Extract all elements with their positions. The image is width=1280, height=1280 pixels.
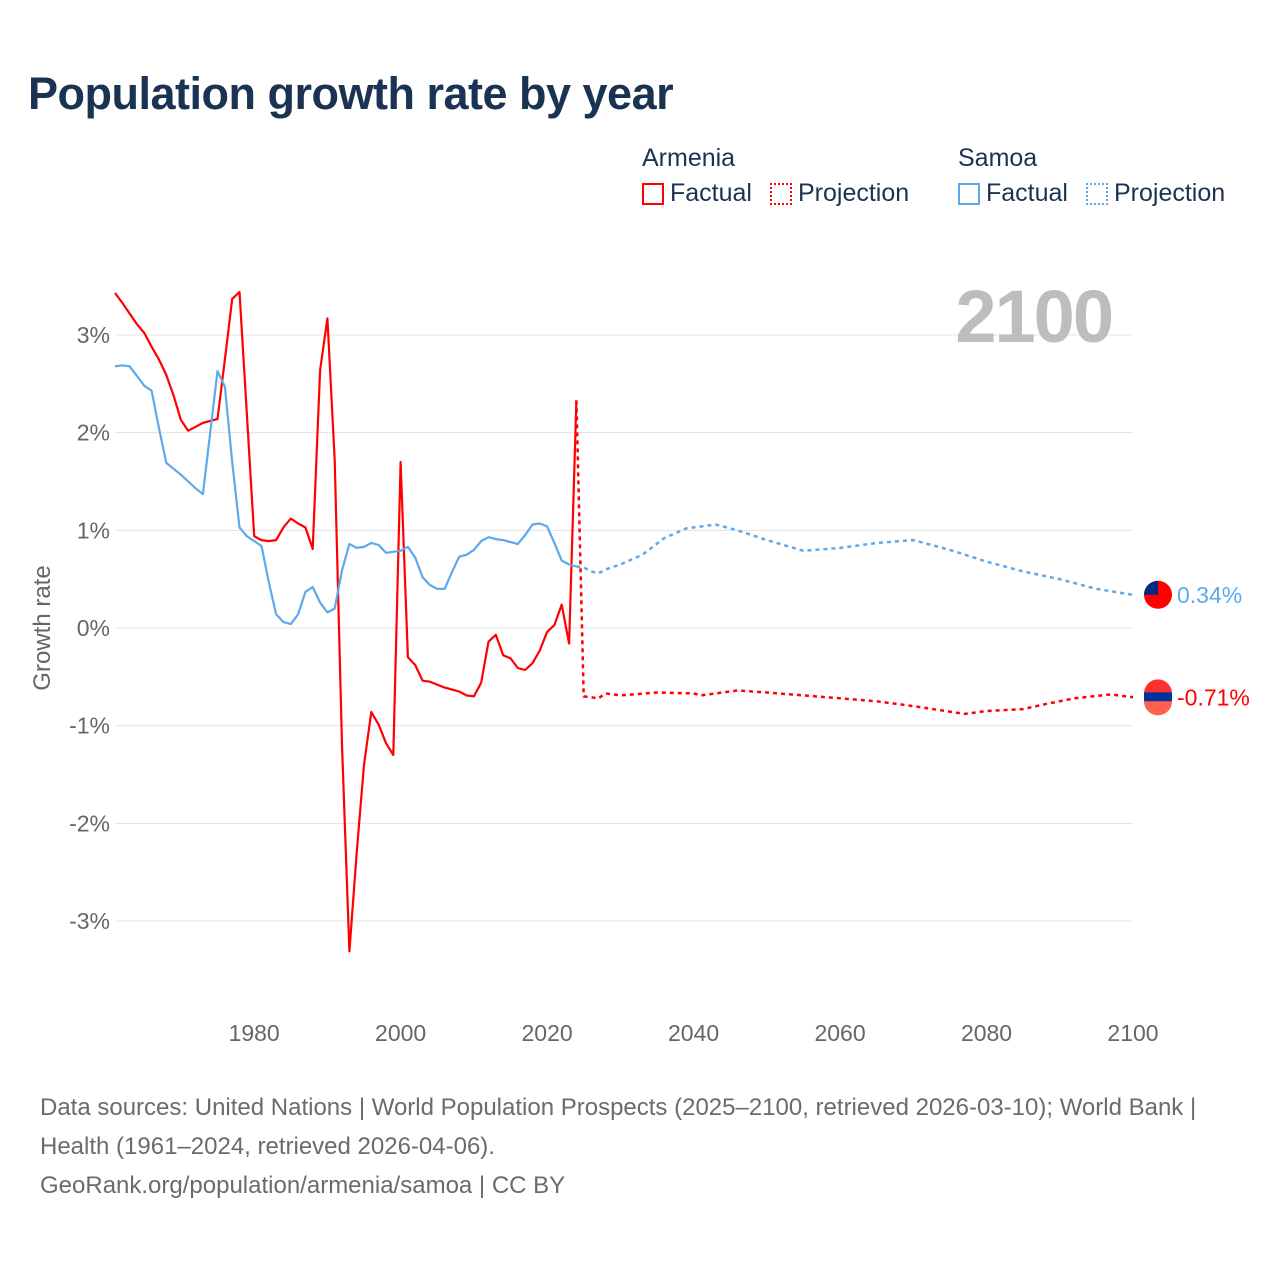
dotted-swatch-icon	[769, 182, 792, 205]
legend-label: Factual	[986, 179, 1068, 207]
y-axis-ticks: 3% 2% 1% 0% -1% -2% -3%	[69, 322, 110, 934]
armenia-flag-orange	[1144, 701, 1172, 716]
x-tick-label: 2020	[522, 1020, 573, 1046]
x-tick-label: 2060	[814, 1020, 865, 1046]
line-chart: 3% 2% 1% 0% -1% -2% -3% 1980 2000 2020 2040 2060 20…	[29, 275, 1250, 1046]
data-sources: Data sources: United Nations | World Pop…	[40, 1094, 1197, 1160]
x-tick-label: 2040	[668, 1020, 719, 1046]
x-tick-label: 2100	[1107, 1020, 1158, 1046]
y-tick-label: 2%	[77, 420, 110, 446]
dotted-swatch-icon	[1085, 182, 1108, 205]
current-year-label: 2100	[955, 275, 1112, 358]
armenia-end-marker: -0.71%	[1144, 679, 1250, 716]
legend-armenia-factual[interactable]: Factual	[642, 179, 752, 208]
samoa-factual-line	[114, 364, 577, 626]
armenia-factual-line	[114, 290, 578, 953]
y-tick-label: 3%	[77, 322, 110, 348]
legend-samoa-projection[interactable]: Projection	[1085, 179, 1226, 208]
legend-armenia-projection[interactable]: Projection	[769, 179, 910, 208]
armenia-flag-blue	[1144, 692, 1172, 702]
y-tick-label: -1%	[69, 713, 110, 739]
y-axis-label: Growth rate	[29, 565, 56, 690]
legend-samoa-title: Samoa	[958, 144, 1038, 172]
samoa-end-marker: 0.34%	[1144, 580, 1242, 609]
legend-samoa-factual[interactable]: Factual	[958, 179, 1068, 208]
legend-label: Factual	[670, 179, 752, 207]
x-tick-label: 2080	[961, 1020, 1012, 1046]
end-labels: -0.71% 0.34%	[1144, 580, 1250, 716]
legend-samoa: Samoa Factual Projection	[958, 144, 1225, 208]
samoa-end-value: 0.34%	[1177, 582, 1242, 608]
samoa-projection-line	[576, 523, 1134, 597]
solid-swatch-icon	[642, 182, 664, 205]
legend-label: Projection	[797, 179, 910, 207]
series-lines	[114, 290, 1134, 953]
y-tick-label: -3%	[69, 908, 110, 934]
x-tick-label: 2000	[375, 1020, 426, 1046]
armenia-projection-line	[575, 400, 1134, 716]
legend-armenia: Armenia Factual Projection	[642, 144, 909, 208]
samoa-flag-canton	[1144, 580, 1158, 595]
armenia-flag-red	[1144, 679, 1172, 694]
x-axis-ticks: 1980 2000 2020 2040 2060 2080 2100	[229, 1020, 1159, 1046]
chart-title: Population growth rate by year	[28, 68, 674, 119]
solid-swatch-icon	[958, 182, 980, 205]
y-tick-label: -2%	[69, 810, 110, 836]
gridlines	[115, 334, 1133, 922]
footer: Data sources: United Nations | World Pop…	[40, 1088, 1240, 1205]
legend-label: Projection	[1113, 179, 1226, 207]
credit-link[interactable]: GeoRank.org/population/armenia/samoa | C…	[40, 1172, 566, 1199]
legend-armenia-title: Armenia	[642, 144, 736, 172]
x-tick-label: 1980	[229, 1020, 280, 1046]
armenia-end-value: -0.71%	[1177, 684, 1250, 710]
y-tick-label: 0%	[77, 615, 110, 641]
y-tick-label: 1%	[77, 517, 110, 543]
